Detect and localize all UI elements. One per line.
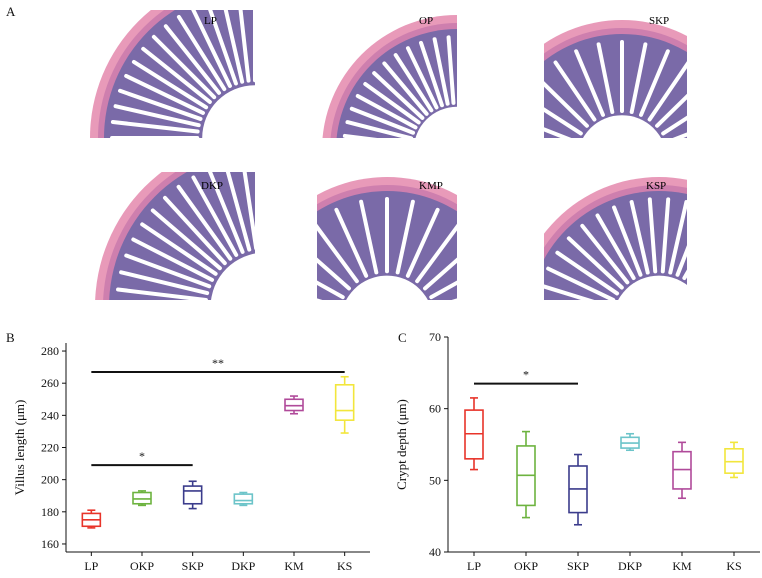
panel-c-letter: C	[398, 330, 407, 345]
x-tick-label: KM	[672, 559, 692, 573]
micrograph-label-dkp: DKP	[201, 180, 224, 192]
box-skp	[568, 453, 588, 526]
box-km	[672, 441, 692, 500]
x-tick-label: KS	[726, 559, 741, 573]
y-tick-label: 160	[41, 537, 59, 551]
box-skp	[182, 480, 203, 510]
micrograph-label-kmp: KMP	[419, 180, 443, 192]
box-iqr	[334, 383, 355, 421]
micrograph-label-skp: SKP	[649, 15, 670, 27]
y-tick-label: 260	[41, 376, 59, 390]
x-tick-label: SKP	[182, 559, 204, 573]
micrograph-lp	[80, 10, 255, 138]
y-tick-label: 280	[41, 344, 59, 358]
micrograph-label-op: OP	[419, 15, 434, 27]
y-tick-label: 70	[429, 330, 441, 344]
significance-label: *	[139, 449, 145, 463]
x-tick-label: KM	[284, 559, 304, 573]
box-iqr	[182, 485, 203, 505]
y-tick-label: 180	[41, 505, 59, 519]
box-iqr	[233, 493, 254, 505]
x-tick-label: LP	[467, 559, 481, 573]
x-tick-label: LP	[84, 559, 98, 573]
box-lp	[464, 397, 484, 471]
micrograph-kmp	[317, 172, 457, 300]
x-tick-label: OKP	[514, 559, 538, 573]
micrograph-ksp	[544, 172, 687, 300]
y-axis-title: Villus length (μm)	[12, 400, 27, 496]
y-tick-label: 200	[41, 473, 59, 487]
chart-crypt-depth: 40 50 60 70 Crypt depth (μm) LP OKP SKP DKP KM KS *	[390, 330, 762, 578]
box-dkp	[233, 491, 254, 507]
box-dkp	[620, 432, 640, 452]
significance-label: *	[523, 368, 529, 382]
box-lp	[81, 509, 102, 529]
micrograph-label-ksp: KSP	[646, 180, 667, 192]
y-tick-label: 40	[429, 545, 441, 559]
box-ks	[334, 375, 355, 434]
box-ks	[724, 441, 744, 479]
box-iqr	[132, 491, 152, 505]
box-km	[284, 395, 304, 415]
x-tick-label: SKP	[567, 559, 589, 573]
chart-villus-length: 160 180 200 220 240 260 280 Villus length (μm) L…	[0, 330, 390, 578]
box-iqr	[284, 398, 304, 412]
x-tick-label: DKP	[231, 559, 255, 573]
box-okp	[516, 430, 536, 519]
micrograph-dkp	[80, 172, 255, 300]
y-axis-title: Crypt depth (μm)	[394, 399, 409, 490]
y-tick-label: 240	[41, 408, 59, 422]
micrograph-op	[317, 10, 457, 138]
x-tick-label: DKP	[618, 559, 642, 573]
box-okp	[132, 490, 152, 507]
y-tick-label: 50	[429, 473, 441, 487]
y-tick-label: 220	[41, 441, 59, 455]
x-tick-label: OKP	[130, 559, 154, 573]
panel-b-letter: B	[6, 330, 15, 345]
y-tick-label: 60	[429, 402, 441, 416]
micrograph-skp	[544, 10, 687, 138]
significance-label: **	[212, 356, 224, 370]
panel-a-letter: A	[6, 4, 16, 19]
x-tick-label: KS	[337, 559, 352, 573]
micrograph-label-lp: LP	[204, 15, 217, 27]
